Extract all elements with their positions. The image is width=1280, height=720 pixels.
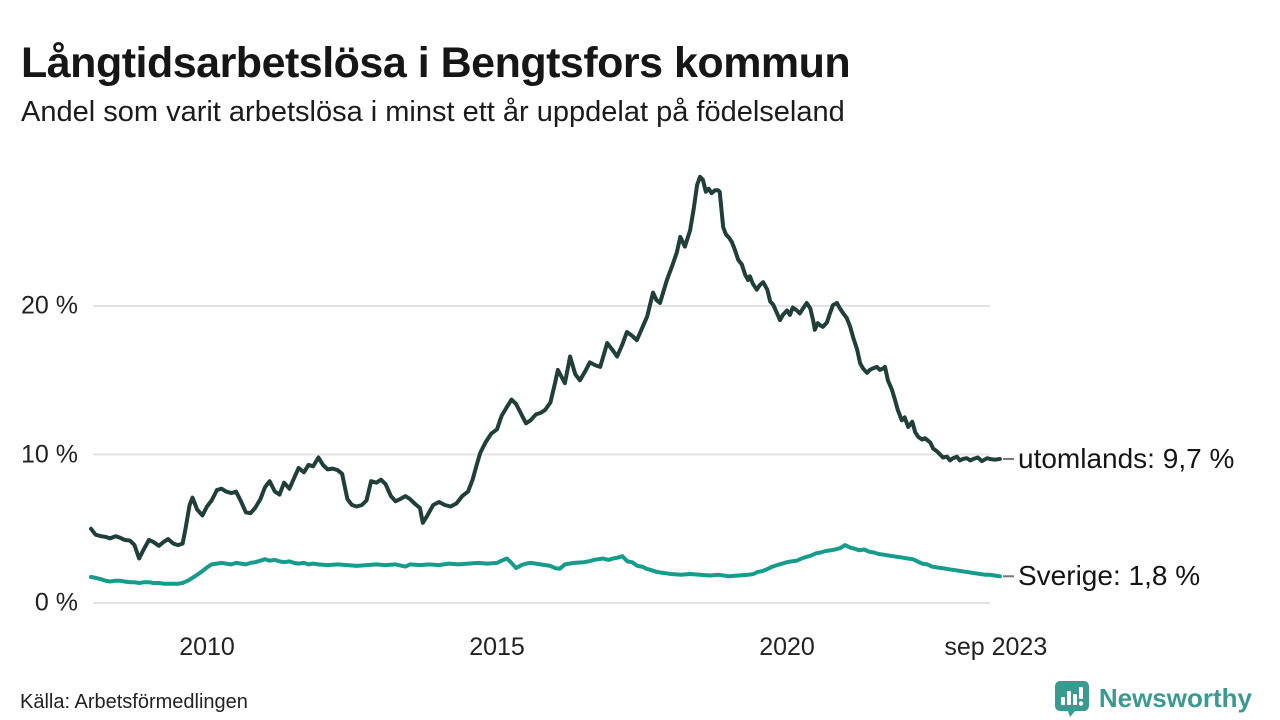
page-title: Långtidsarbetslösa i Bengtsfors kommun — [21, 38, 851, 87]
series-line-sverige — [89, 543, 1002, 586]
y-tick-label-10: 10 % — [21, 440, 78, 468]
x-tick-label-2010: 2010 — [179, 633, 235, 661]
newsworthy-logo: Newsworthy — [1054, 680, 1252, 717]
chart-subtitle: Andel som varit arbetslösa i minst ett å… — [21, 96, 845, 128]
series-line-utomlands — [89, 174, 1002, 561]
x-tick-label-sep-2023: sep 2023 — [944, 633, 1048, 661]
y-tick-label-0: 0 % — [34, 588, 78, 617]
end-label-sverige: Sverige: 1,8 % — [1018, 560, 1201, 592]
x-tick-label-2015: 2015 — [469, 633, 525, 661]
newsworthy-logo-icon — [1054, 681, 1089, 717]
newsworthy-logo-text: Newsworthy — [1098, 683, 1252, 713]
y-tick-label-20: 20 % — [21, 291, 78, 320]
x-tick-label-2020: 2020 — [759, 633, 815, 661]
end-label-utomlands: utomlands: 9,7 % — [1018, 442, 1235, 474]
source-note: Källa: Arbetsförmedlingen — [20, 691, 248, 713]
